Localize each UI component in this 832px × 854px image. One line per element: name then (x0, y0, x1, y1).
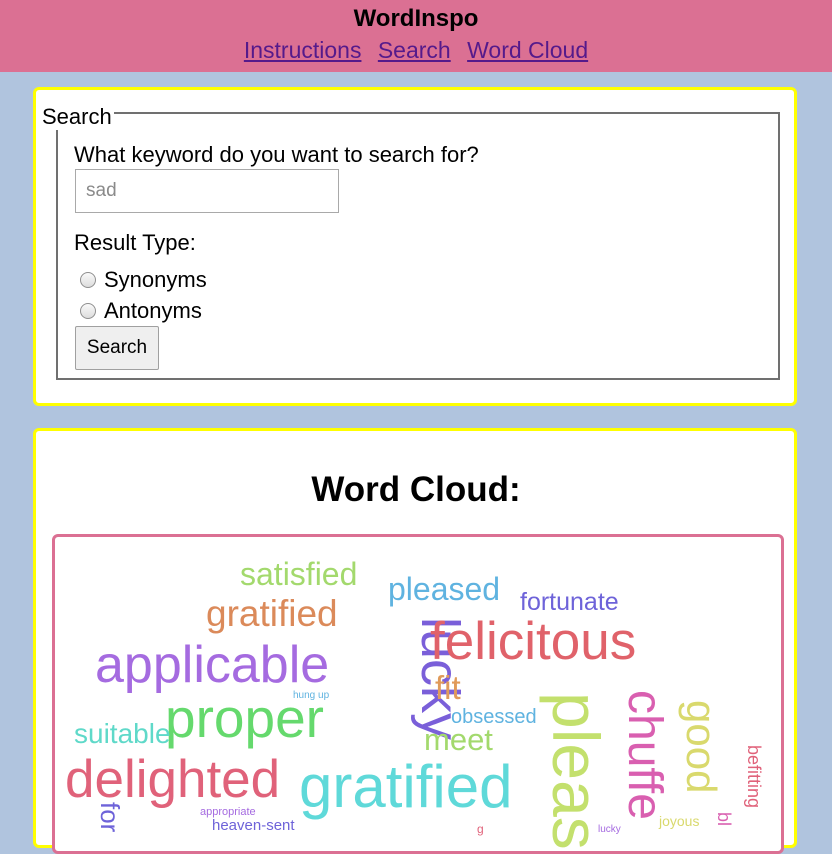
cloud-word: fit (435, 669, 461, 706)
keyword-input[interactable] (75, 169, 339, 213)
cloud-word: gratified (206, 593, 338, 634)
search-fieldset (56, 112, 780, 380)
cloud-word: for (95, 802, 125, 833)
keyword-question-label: What keyword do you want to search for? (74, 142, 479, 167)
word-cloud: satisfied pleased fortunate gratified lu… (52, 534, 784, 854)
cloud-word: chuffe (618, 690, 671, 820)
search-legend: Search (40, 104, 114, 130)
cloud-word: fortunate (520, 588, 619, 616)
cloud-word: befitting (744, 745, 764, 809)
nav-link-instructions[interactable]: Instructions (243, 37, 362, 63)
antonyms-label: Antonyms (104, 298, 202, 323)
synonyms-option[interactable]: Synonyms (80, 267, 207, 293)
cloud-word: bl (714, 812, 734, 827)
synonyms-label: Synonyms (104, 267, 207, 292)
synonyms-radio[interactable] (80, 272, 96, 288)
cloud-word: meet (424, 722, 493, 757)
cloud-word: obsessed (451, 706, 537, 728)
cloud-word: g (477, 822, 484, 836)
antonyms-option[interactable]: Antonyms (80, 298, 202, 324)
cloud-word: delighted (65, 750, 281, 809)
cloud-word: lucky (598, 824, 621, 835)
cloud-word: heaven-sent (212, 817, 295, 834)
cloud-word: hung up (293, 690, 330, 701)
cloud-word: gratified (299, 753, 513, 820)
cloud-word: suitable (74, 718, 171, 749)
nav-link-word-cloud[interactable]: Word Cloud (467, 37, 589, 63)
nav-bar: Instructions Search Word Cloud (0, 37, 832, 64)
result-type-label: Result Type: (74, 230, 196, 255)
nav-link-search[interactable]: Search (377, 37, 451, 63)
search-card (33, 87, 797, 406)
app-title: WordInspo (353, 5, 479, 32)
cloud-word: joyous (659, 813, 700, 829)
cloud-word: pleased (388, 571, 501, 607)
cloud-word: appropriate (200, 806, 256, 818)
app-header: WordInspo Instructions Search Word Cloud (0, 0, 832, 72)
cloud-word: felicitous (430, 612, 637, 671)
cloud-word: satisfied (240, 556, 358, 592)
antonyms-radio[interactable] (80, 303, 96, 319)
word-cloud-title: Word Cloud: (311, 470, 521, 509)
cloud-word: applicable (95, 636, 330, 694)
search-button[interactable]: Search (75, 326, 159, 370)
cloud-word: good (678, 700, 725, 794)
cloud-word: proper (165, 687, 324, 749)
